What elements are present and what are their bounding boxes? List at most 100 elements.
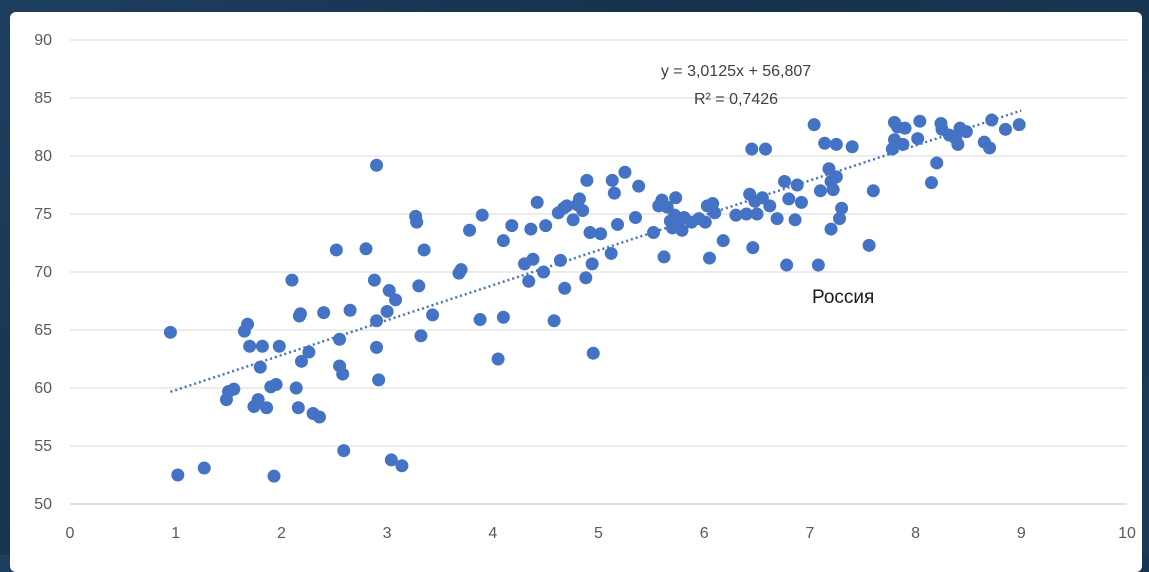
data-point	[576, 204, 590, 218]
data-point	[269, 378, 283, 392]
data-point	[675, 223, 689, 237]
data-point	[260, 401, 274, 415]
data-point	[913, 114, 927, 128]
data-point	[759, 142, 773, 156]
data-point	[782, 192, 796, 206]
data-point	[251, 393, 265, 407]
data-point	[669, 191, 683, 205]
data-point	[294, 354, 308, 368]
data-point	[359, 242, 373, 256]
data-point	[866, 184, 880, 198]
data-point	[380, 304, 394, 318]
data-point	[746, 241, 760, 255]
data-point	[835, 201, 849, 215]
data-point	[794, 195, 808, 209]
data-point	[370, 314, 384, 328]
data-point	[657, 250, 671, 264]
data-point	[594, 227, 608, 241]
data-point	[750, 207, 764, 221]
data-point	[171, 468, 185, 482]
chart-frame	[10, 12, 1142, 572]
x-tick-label: 8	[911, 525, 920, 542]
data-point	[553, 253, 567, 267]
data-point	[372, 373, 386, 387]
data-point	[788, 213, 802, 227]
data-point	[898, 121, 912, 135]
data-point	[267, 469, 281, 483]
data-point	[272, 339, 286, 353]
data-point	[414, 329, 428, 343]
y-tick-label: 50	[34, 496, 52, 513]
data-point	[417, 243, 431, 257]
data-point	[845, 140, 859, 154]
y-tick-label: 55	[34, 438, 52, 455]
y-tick-label: 70	[34, 264, 52, 281]
data-point	[547, 314, 561, 328]
data-point	[983, 141, 997, 155]
data-point	[586, 346, 600, 360]
data-point	[384, 453, 398, 467]
data-point	[241, 317, 255, 331]
data-point	[951, 137, 965, 151]
data-point	[522, 274, 536, 288]
x-tick-label: 6	[700, 525, 709, 542]
data-point	[291, 401, 305, 415]
data-point	[813, 184, 827, 198]
data-point	[818, 136, 832, 150]
data-point	[389, 293, 403, 307]
x-tick-label: 0	[66, 525, 75, 542]
r-squared-label: R² = 0,7426	[694, 91, 778, 108]
data-point	[395, 459, 409, 473]
data-point	[745, 142, 759, 156]
data-point	[807, 118, 821, 132]
data-point	[959, 125, 973, 139]
data-point	[585, 257, 599, 271]
data-point	[829, 137, 843, 151]
data-point	[829, 170, 843, 184]
data-point	[496, 310, 510, 324]
data-point	[832, 212, 846, 226]
data-point	[604, 246, 618, 260]
data-point	[463, 223, 477, 237]
data-point	[426, 308, 440, 322]
data-point	[163, 325, 177, 339]
data-point	[473, 313, 487, 327]
data-point	[924, 176, 938, 190]
data-point	[475, 208, 489, 222]
data-point	[537, 265, 551, 279]
y-tick-label: 90	[34, 32, 52, 49]
data-point	[530, 195, 544, 209]
x-tick-label: 5	[594, 525, 603, 542]
data-point	[329, 243, 343, 257]
data-point	[454, 263, 468, 277]
data-point	[333, 332, 347, 346]
data-point	[312, 410, 326, 424]
data-point	[317, 306, 331, 320]
data-point	[572, 192, 586, 206]
gridlines	[70, 39, 1127, 505]
x-tick-label: 7	[805, 525, 814, 542]
data-point	[778, 175, 792, 189]
data-point	[770, 212, 784, 226]
data-point	[579, 271, 593, 285]
data-point	[382, 284, 396, 298]
y-tick-label: 80	[34, 148, 52, 165]
data-point	[780, 258, 794, 272]
x-tick-label: 4	[488, 525, 497, 542]
y-tick-label: 75	[34, 206, 52, 223]
data-point	[367, 273, 381, 287]
data-point	[496, 234, 510, 248]
data-point	[302, 345, 316, 359]
data-point	[1012, 118, 1026, 132]
data-point	[566, 213, 580, 227]
y-tick-label: 60	[34, 380, 52, 397]
data-point	[729, 208, 743, 222]
data-point	[716, 234, 730, 248]
x-tick-label: 10	[1118, 525, 1136, 542]
data-point	[491, 352, 505, 366]
trendline	[170, 109, 1022, 394]
y-axis-ticks: 50 55 60 65 70 75 80 85 90	[34, 32, 52, 513]
data-point	[285, 273, 299, 287]
data-point	[632, 179, 646, 193]
x-tick-label: 9	[1017, 525, 1026, 542]
